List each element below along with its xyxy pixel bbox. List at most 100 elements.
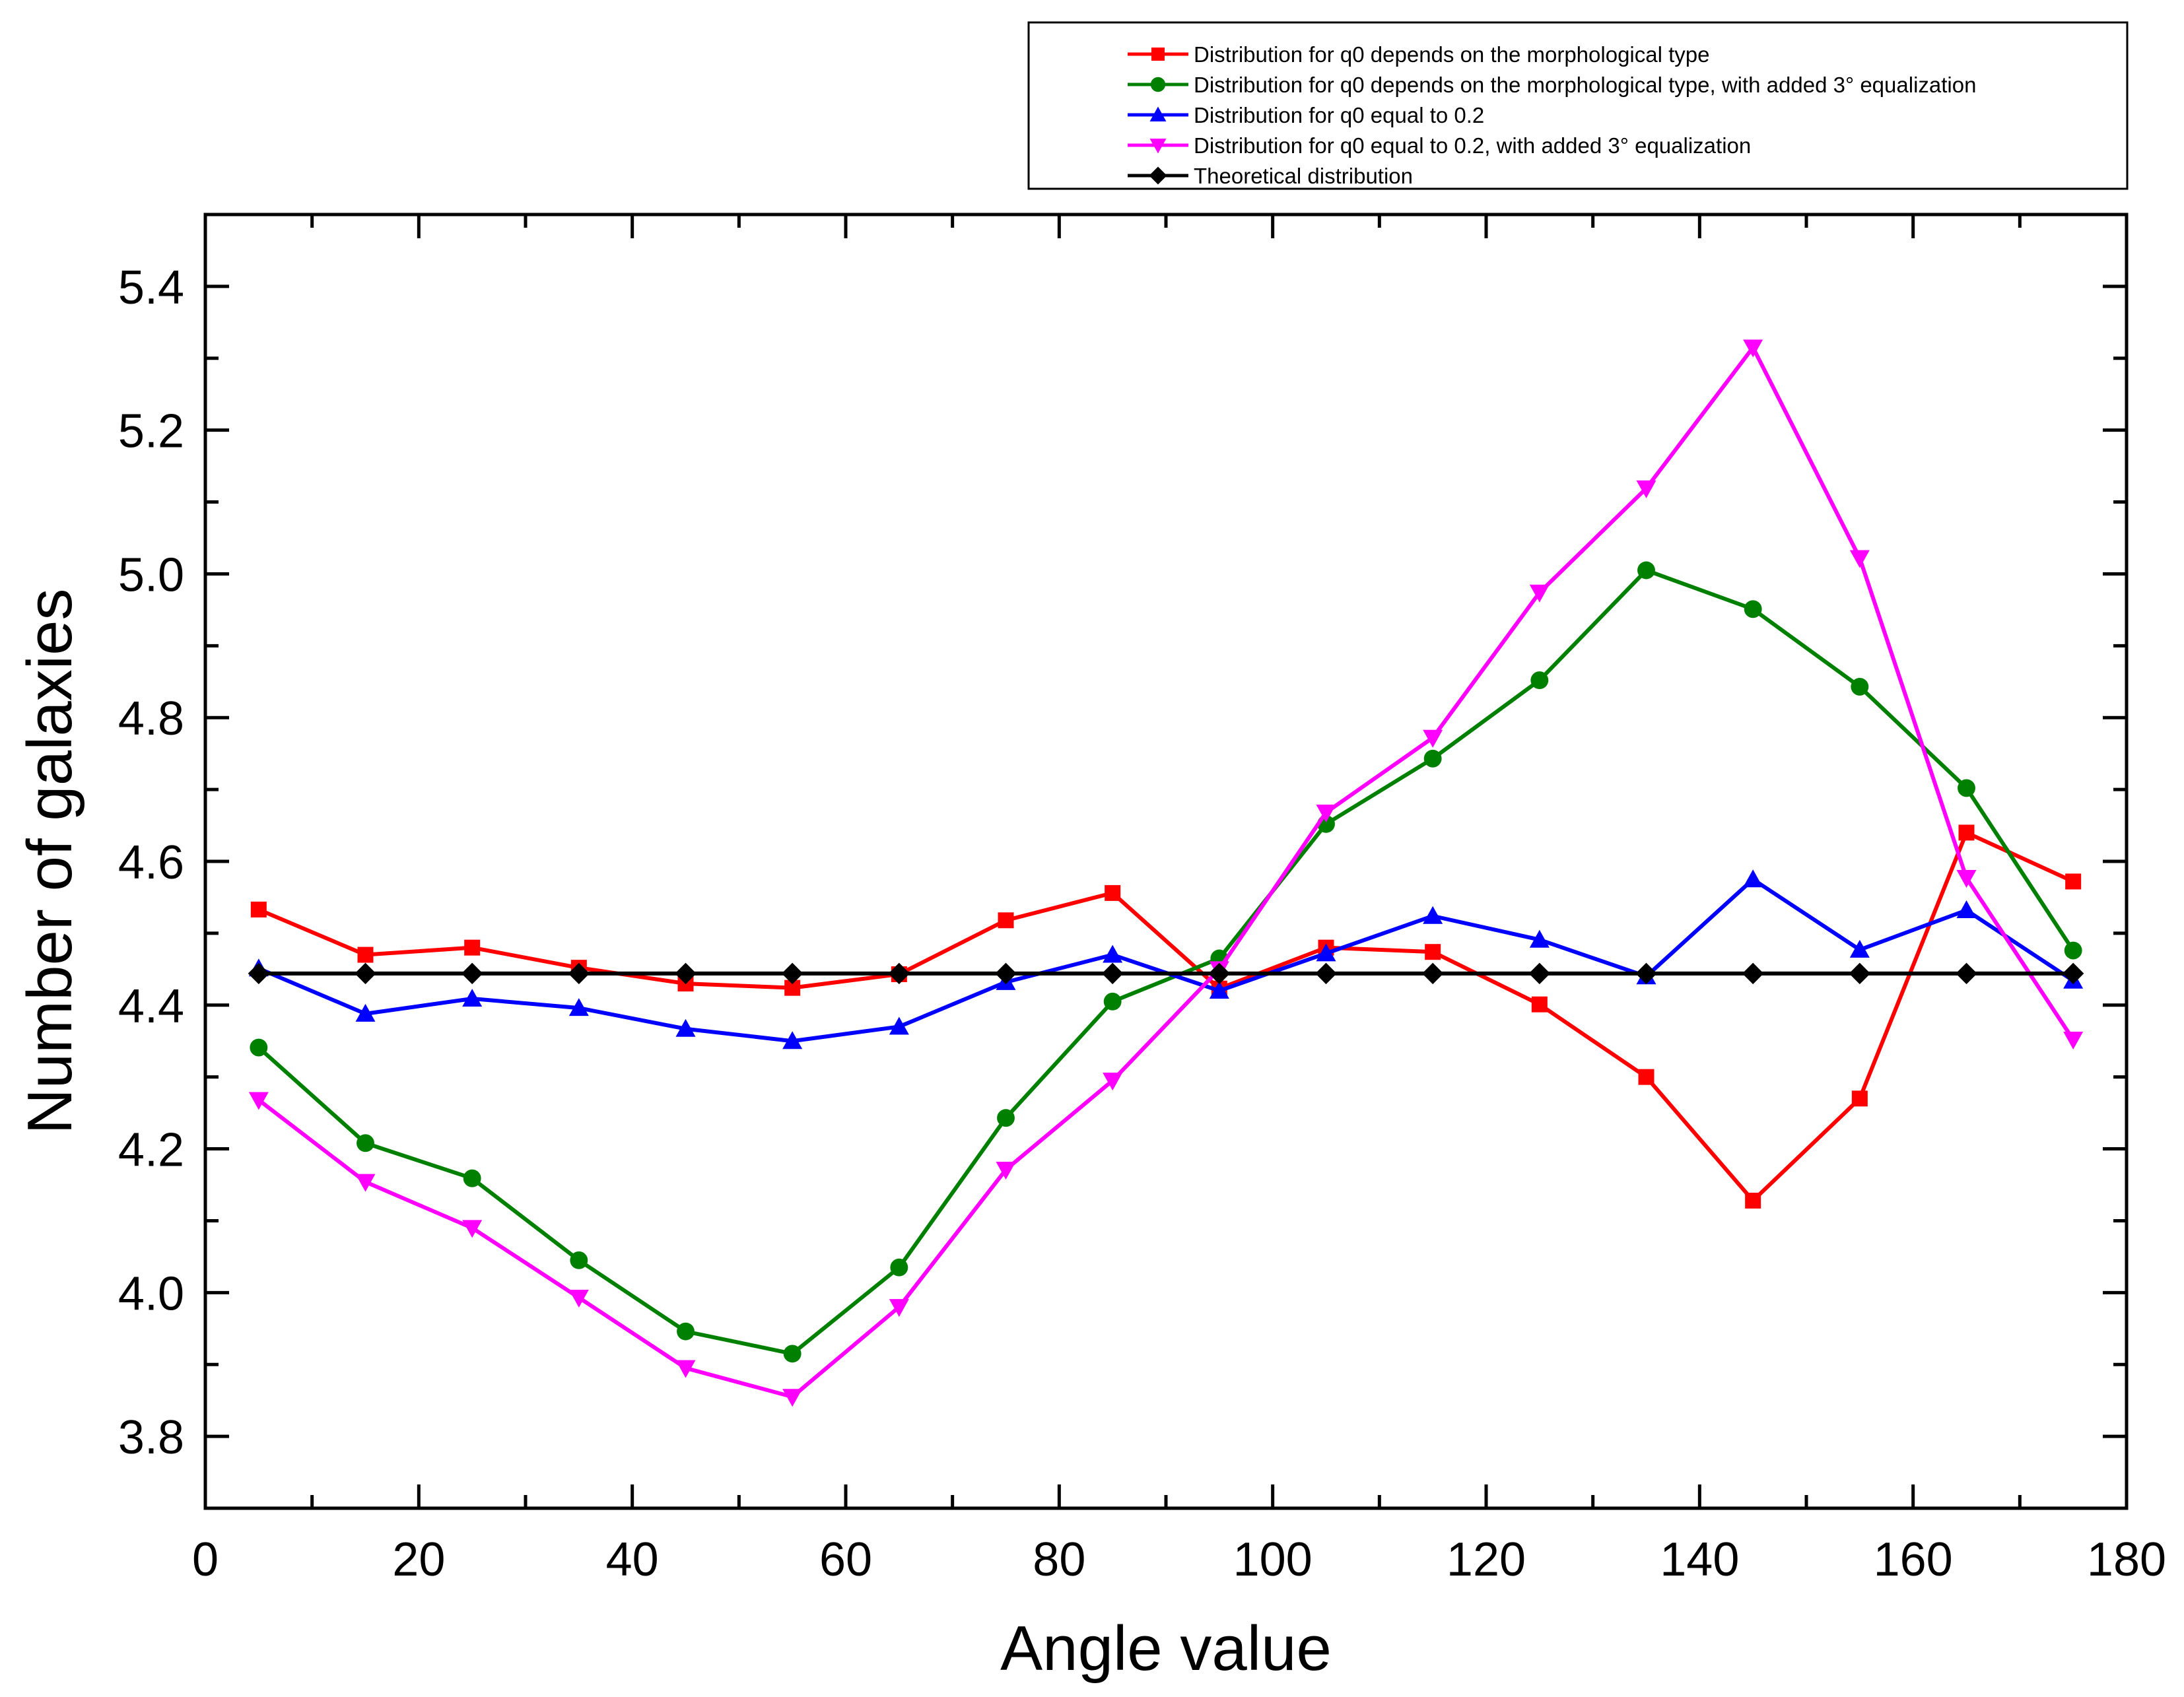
data-point bbox=[462, 988, 483, 1007]
data-point bbox=[1638, 1069, 1655, 1085]
y-tick-label: 4.2 bbox=[118, 1124, 184, 1177]
data-point bbox=[1103, 1073, 1123, 1091]
data-point bbox=[1528, 962, 1551, 985]
data-point bbox=[781, 962, 803, 985]
series-line bbox=[257, 830, 2074, 1203]
data-point bbox=[1421, 962, 1444, 985]
data-point bbox=[997, 1109, 1015, 1127]
x-tick-label: 180 bbox=[2087, 1533, 2166, 1586]
data-point bbox=[1423, 749, 1442, 768]
data-point bbox=[461, 962, 483, 985]
data-point bbox=[889, 1016, 909, 1035]
data-point bbox=[1423, 729, 1443, 748]
data-point bbox=[1103, 945, 1123, 963]
y-tick-label: 4.4 bbox=[118, 980, 184, 1033]
data-point bbox=[463, 1169, 481, 1187]
series-1 bbox=[250, 824, 2082, 1209]
data-point bbox=[464, 939, 481, 956]
data-point bbox=[1315, 962, 1337, 985]
series-line bbox=[257, 345, 2075, 1399]
data-point bbox=[675, 1018, 696, 1037]
x-tick-label: 100 bbox=[1233, 1533, 1313, 1586]
y-axis-title: Number of galaxies bbox=[15, 588, 85, 1134]
data-point bbox=[1530, 671, 1549, 690]
data-point bbox=[1956, 962, 1977, 985]
x-tick-label: 160 bbox=[1874, 1533, 1953, 1586]
legend-entry: Theoretical distribution bbox=[1128, 164, 1413, 188]
data-point bbox=[1849, 939, 1870, 958]
legend-entry: Distribution for q0 depends on the morph… bbox=[1128, 73, 1976, 97]
data-point bbox=[2064, 941, 2082, 960]
data-point bbox=[355, 962, 376, 985]
x-tick-label: 20 bbox=[392, 1533, 445, 1586]
data-point bbox=[357, 947, 374, 963]
data-point bbox=[783, 1345, 802, 1363]
data-point bbox=[890, 1258, 908, 1277]
data-point bbox=[1101, 962, 1124, 985]
y-tick-label: 3.8 bbox=[118, 1411, 184, 1464]
data-point bbox=[1316, 804, 1336, 822]
data-point bbox=[1744, 600, 1762, 618]
data-point bbox=[998, 912, 1014, 929]
x-axis-title: Angle value bbox=[1000, 1613, 1332, 1684]
x-axis: 0 20 40 60 80 100 120 140 160 180 bbox=[192, 215, 2166, 1586]
data-point bbox=[248, 1092, 269, 1110]
data-point bbox=[1849, 962, 1871, 985]
data-point bbox=[677, 1322, 695, 1341]
legend-label: Distribution for q0 depends on the morph… bbox=[1194, 73, 1976, 97]
data-point bbox=[250, 901, 267, 917]
series-line bbox=[257, 568, 2075, 1356]
data-point bbox=[889, 1299, 909, 1317]
legend-entry: Distribution for q0 equal to 0.2, with a… bbox=[1128, 133, 1751, 158]
x-tick-label: 140 bbox=[1660, 1533, 1739, 1586]
data-point bbox=[1105, 884, 1121, 901]
data-point bbox=[996, 1162, 1016, 1180]
legend: Distribution for q0 depends on the morph… bbox=[1027, 21, 2129, 190]
data-point bbox=[568, 998, 589, 1016]
data-point bbox=[782, 1389, 803, 1407]
legend-label: Distribution for q0 equal to 0.2, with a… bbox=[1194, 133, 1751, 158]
data-point bbox=[1637, 561, 1655, 580]
data-point bbox=[1425, 944, 1441, 960]
data-point bbox=[250, 1038, 268, 1057]
data-point bbox=[1316, 943, 1336, 962]
data-point bbox=[2063, 1032, 2084, 1050]
y-tick-label: 5.4 bbox=[118, 261, 184, 314]
data-point bbox=[355, 1174, 376, 1192]
legend-swatch-marker bbox=[1149, 139, 1167, 154]
legend-swatch-marker bbox=[1149, 166, 1167, 185]
data-point bbox=[1743, 869, 1763, 888]
data-point bbox=[675, 1360, 696, 1378]
x-tick-label: 120 bbox=[1447, 1533, 1526, 1586]
legend-label: Distribution for q0 equal to 0.2 bbox=[1194, 103, 1484, 127]
data-point bbox=[1531, 996, 1548, 1013]
y-tick-label: 4.6 bbox=[118, 836, 184, 889]
y-tick-label: 5.2 bbox=[118, 405, 184, 458]
data-point bbox=[1635, 962, 1657, 985]
y-axis: 3.8 4.0 4.2 4.4 4.6 4.8 5.0 5.2 5.4 bbox=[118, 213, 2127, 1510]
data-point bbox=[1956, 900, 1977, 919]
legend-entry: Distribution for q0 equal to 0.2 bbox=[1128, 103, 1484, 127]
data-point bbox=[1958, 779, 1975, 797]
data-point bbox=[568, 962, 590, 985]
x-tick-label: 40 bbox=[606, 1533, 659, 1586]
legend-box bbox=[1027, 21, 2129, 190]
data-point bbox=[568, 1289, 589, 1308]
data-point bbox=[995, 962, 1017, 985]
legend-swatch-marker bbox=[1150, 77, 1166, 92]
data-point bbox=[2062, 962, 2084, 985]
y-tick-label: 5.0 bbox=[118, 549, 184, 601]
data-point bbox=[1209, 981, 1229, 999]
data-point bbox=[782, 1031, 803, 1049]
data-point bbox=[357, 1134, 374, 1152]
data-point bbox=[1103, 992, 1122, 1011]
legend-label: Distribution for q0 depends on the morph… bbox=[1194, 42, 1709, 67]
data-point bbox=[248, 962, 270, 985]
data-point bbox=[1423, 906, 1443, 924]
data-point bbox=[1956, 870, 1977, 888]
data-point bbox=[1851, 1090, 1868, 1107]
legend-label: Theoretical distribution bbox=[1194, 164, 1413, 188]
data-point bbox=[1745, 1192, 1761, 1209]
